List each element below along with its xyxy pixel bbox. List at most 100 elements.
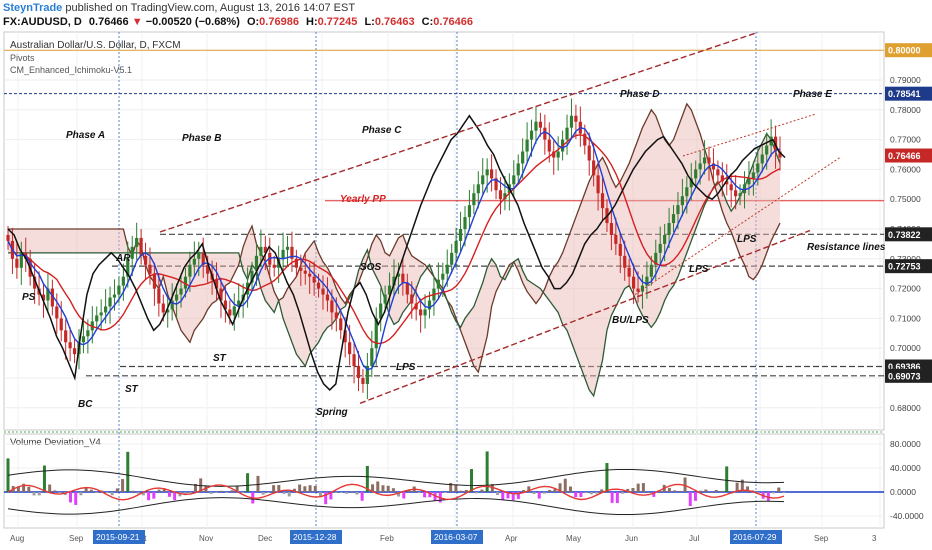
candle-body	[321, 288, 325, 295]
annotation-st1: ST	[125, 384, 139, 395]
volume-bar	[292, 488, 296, 492]
close-value: 0.76466	[433, 16, 474, 28]
candle-body	[192, 258, 196, 265]
volume-bar	[506, 492, 510, 499]
candle-body	[206, 264, 210, 274]
annotation-phase-b: Phase B	[182, 133, 221, 144]
high-value: 0.77245	[317, 16, 358, 28]
price-tick-label: 0.72000	[890, 284, 921, 294]
candle-body	[671, 214, 676, 224]
price-tick-label: 0.77000	[890, 135, 921, 145]
candle-body	[481, 175, 485, 185]
candle-body	[694, 169, 698, 179]
volume-bar	[240, 492, 244, 493]
volume-bar	[714, 489, 718, 492]
price-tick-label: 0.75000	[890, 194, 921, 204]
candle-body	[454, 240, 458, 253]
candle-body	[99, 312, 103, 316]
candle-body	[46, 288, 50, 301]
candle-body	[742, 184, 747, 194]
volume-bar	[496, 492, 500, 496]
price-tag-label: 0.73822	[888, 230, 921, 240]
time-tick-label: Sep	[69, 534, 84, 543]
price-tick-label: 0.78000	[890, 105, 921, 115]
volume-bar	[162, 488, 166, 492]
volume-bar	[693, 492, 697, 501]
candle-body	[223, 300, 228, 310]
volume-bar	[266, 492, 270, 493]
volume-bar	[308, 485, 312, 492]
candle-body	[738, 193, 742, 197]
candle-body	[689, 178, 693, 188]
main-pane[interactable]	[3, 31, 885, 431]
candle-body	[534, 121, 538, 131]
annotation-phase-d: Phase D	[620, 89, 659, 100]
candle-body	[6, 234, 10, 241]
volume-bar	[407, 490, 411, 492]
candle-body	[702, 157, 707, 164]
candle-body	[658, 243, 662, 253]
low-label: L:	[364, 16, 375, 28]
volume-bar	[720, 490, 724, 492]
volume-pane[interactable]	[3, 433, 885, 529]
volume-bar	[647, 491, 651, 493]
volume-bar	[32, 492, 36, 496]
candle-body	[148, 264, 152, 274]
candle-body	[188, 264, 192, 277]
volume-bar	[454, 485, 458, 492]
volume-bar	[48, 484, 52, 492]
price-tick-label: 0.71000	[890, 313, 921, 323]
candle-body	[325, 294, 330, 301]
volume-bar	[261, 492, 265, 495]
candle-body	[396, 273, 401, 277]
volume-bar	[282, 492, 286, 494]
volume-bar	[558, 483, 562, 492]
volume-bar	[516, 492, 520, 499]
candle-body	[720, 175, 724, 182]
chart-title: Australian Dollar/U.S. Dollar, D, FXCM	[10, 40, 181, 51]
candle-body	[427, 300, 432, 310]
candle-body	[734, 190, 738, 197]
volume-bar	[725, 466, 729, 492]
candle-body	[383, 294, 387, 304]
candle-body	[503, 193, 507, 200]
candle-body	[436, 279, 440, 289]
candle-body	[596, 175, 600, 194]
volume-bar	[355, 492, 359, 495]
volume-bar	[22, 483, 26, 492]
candle-body	[72, 348, 77, 355]
volume-bar	[501, 492, 505, 500]
candle-body	[86, 330, 90, 337]
volume-bar	[428, 492, 432, 498]
candle-body	[751, 172, 755, 179]
candle-body	[259, 246, 263, 256]
volume-bar	[376, 481, 380, 492]
volume-bar	[209, 492, 213, 494]
candle-body	[50, 288, 54, 307]
candle-body	[135, 237, 139, 247]
publish-line: SteynTrade published on TradingView.com,…	[3, 2, 355, 14]
candle-body	[529, 130, 534, 140]
annotation-sos: SOS	[360, 262, 381, 273]
annotation-phase-a: Phase A	[66, 130, 105, 141]
candle-body	[343, 330, 347, 343]
candle-body	[68, 342, 72, 349]
volume-bar	[610, 492, 614, 503]
volume-bar	[735, 482, 739, 492]
volume-bar	[121, 479, 125, 492]
annotation-lps1: LPS	[396, 362, 416, 373]
wedge-upper	[682, 113, 816, 157]
volume-bar	[589, 492, 593, 495]
volume-bar	[84, 487, 88, 492]
volume-bar	[631, 488, 635, 492]
candle-body	[348, 342, 352, 355]
candle-body	[707, 157, 711, 164]
volume-bar	[334, 492, 338, 493]
candle-body	[600, 193, 605, 209]
author-link[interactable]: SteynTrade	[3, 2, 63, 14]
candle-body	[525, 139, 529, 152]
volume-bar	[464, 489, 468, 492]
price-tick-label: 0.73000	[890, 254, 921, 264]
candle-body	[59, 318, 63, 331]
